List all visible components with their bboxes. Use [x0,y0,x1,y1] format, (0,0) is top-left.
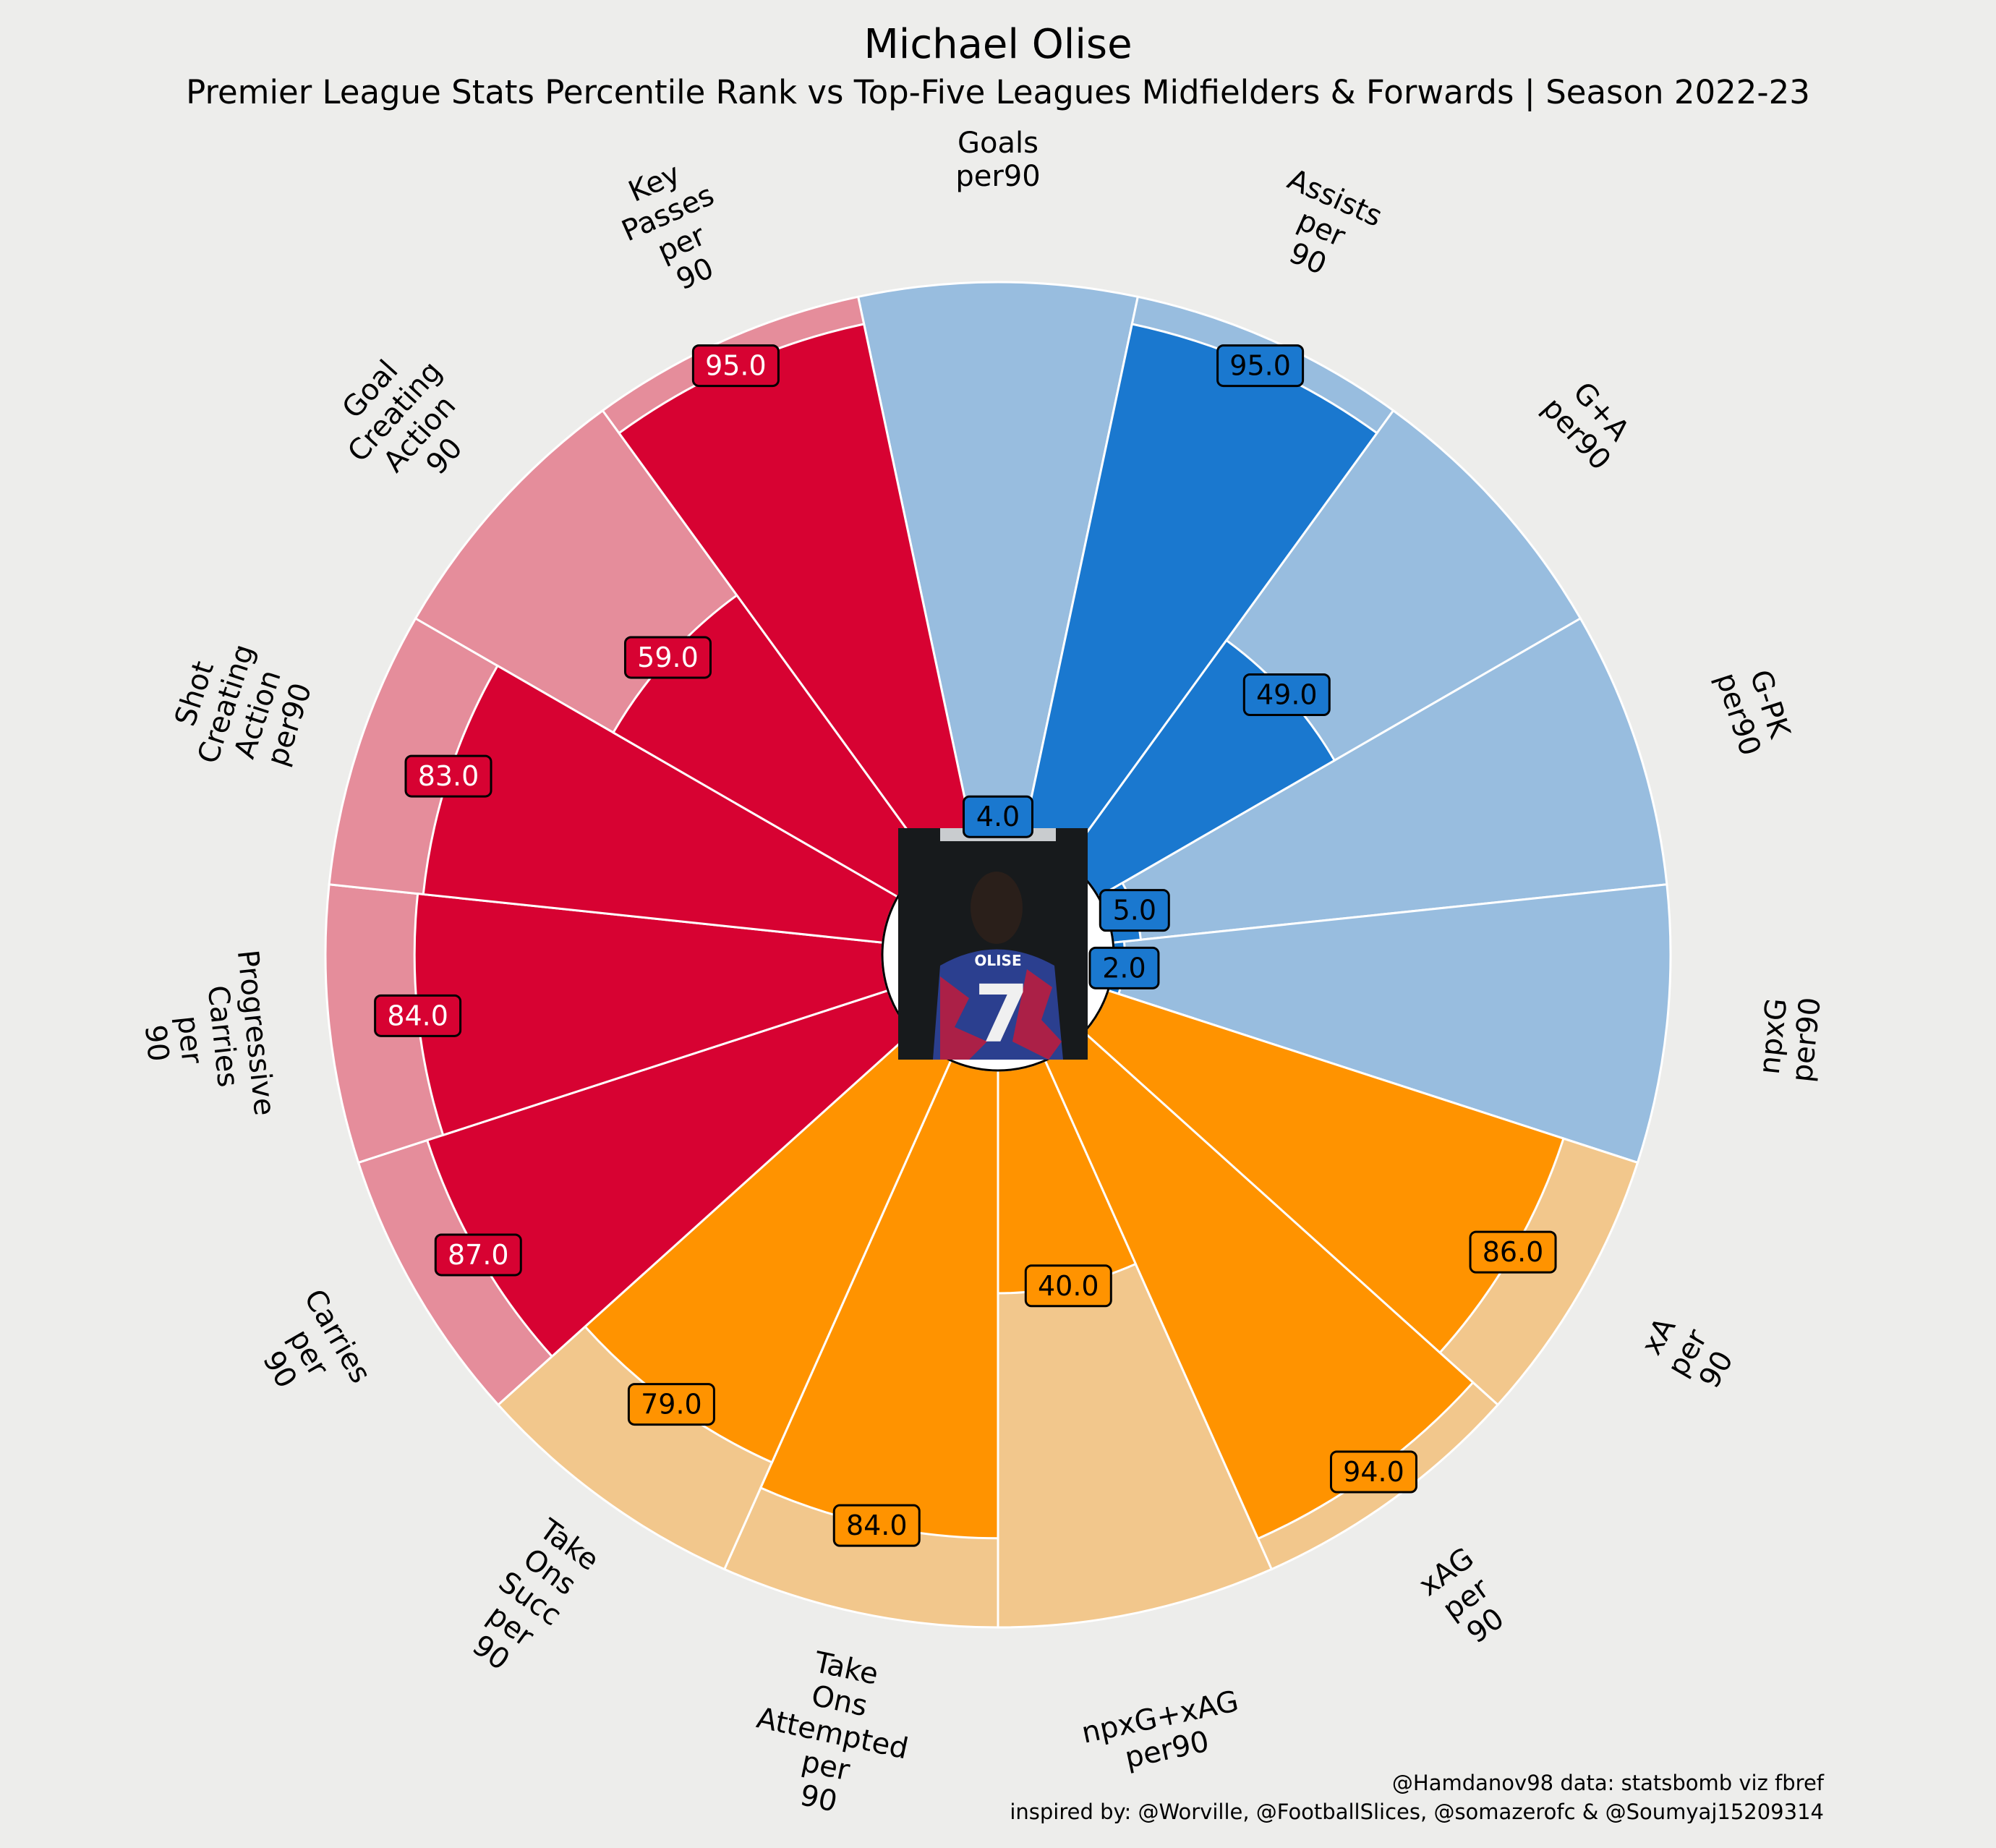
chart-subtitle: Premier League Stats Percentile Rank vs … [186,73,1810,111]
slice-0-value-label: 4.0 [963,795,1033,838]
slice-12-value-label: 83.0 [404,754,492,798]
slice-2-value-label: 49.0 [1242,673,1331,716]
svg-text:94.0: 94.0 [1343,1456,1404,1488]
slice-8-category-label: TakeOnsAttemptedper90 [740,1636,925,1831]
svg-text:95.0: 95.0 [705,350,767,382]
slice-1-value-label: 95.0 [1216,344,1305,388]
svg-text:2.0: 2.0 [1102,952,1146,984]
slice-14-value-label: 95.0 [691,344,780,388]
slice-2-category-label: G+Aper90 [1535,369,1642,477]
player-photo: OLISE 7 [898,828,1088,1060]
slice-11-category-label: ProgressiveCarriesper90 [132,948,281,1128]
shirt-number: 7 [974,968,1030,1060]
slice-6-category-label: xAGper90 [1413,1541,1519,1656]
svg-text:95.0: 95.0 [1229,350,1291,382]
value-labels: 4.0 95.0 49.0 5.0 2.0 86.0 94.0 40.0 84.0 79.0 87.… [374,344,1557,1547]
slice-12-category-label: ShotCreatingActionper90 [160,630,325,788]
credit-line-1: @Hamdanov98 data: statsbomb viz fbref [1392,1771,1825,1795]
svg-text:87.0: 87.0 [448,1239,509,1271]
slice-11-value-label: 84.0 [374,994,462,1037]
slice-7-category-label: npxG+xAGper90 [1079,1685,1249,1783]
svg-text:86.0: 86.0 [1483,1236,1544,1268]
slice-1-category-label: Assistsper90 [1255,163,1387,294]
shirt-name: OLISE [974,952,1021,969]
slice-4-category-label: npxGper90 [1752,992,1827,1083]
slice-7-value-label: 40.0 [1024,1264,1112,1308]
svg-text:84.0: 84.0 [846,1510,908,1541]
svg-text:49.0: 49.0 [1256,678,1318,710]
svg-text:79.0: 79.0 [641,1389,702,1421]
slice-0-category-label: Goals per90 [955,127,1040,193]
slice-6-value-label: 94.0 [1329,1450,1417,1494]
svg-text:40.0: 40.0 [1038,1270,1099,1302]
slice-values [413,323,1565,1541]
svg-text:83.0: 83.0 [418,760,479,792]
slice-14-category-label: KeyPassesper90 [603,148,746,310]
category-labels: Goals per90 Assistsper90 G+Aper90 G-PKper90 n… [132,127,1827,1831]
svg-text:59.0: 59.0 [637,642,699,673]
slice-13-category-label: GoalCreatingAction90 [317,333,498,514]
slice-10-value-label: 87.0 [434,1233,522,1277]
svg-text:4.0: 4.0 [976,801,1020,833]
slice-4-value-label: 2.0 [1088,946,1160,989]
slice-13-value-label: 59.0 [623,636,712,679]
chart-title: Michael Olise [863,21,1132,68]
slice-9-category-label: TakeOnsSuccper90 [453,1512,607,1687]
slice-9-value-label: 79.0 [627,1383,715,1426]
credit-line-2: inspired by: @Worville, @FootballSlices,… [1010,1800,1824,1824]
svg-text:84.0: 84.0 [387,1000,448,1031]
slice-5-category-label: xAper90 [1632,1307,1743,1399]
svg-text:5.0: 5.0 [1113,895,1156,927]
slice-5-value-label: 86.0 [1469,1230,1557,1274]
slice-10-category-label: Carriesper90 [239,1284,377,1422]
slice-3-category-label: G-PKper90 [1709,658,1799,759]
slice-3-value-label: 5.0 [1099,889,1170,932]
slice-8-value-label: 84.0 [832,1504,921,1547]
